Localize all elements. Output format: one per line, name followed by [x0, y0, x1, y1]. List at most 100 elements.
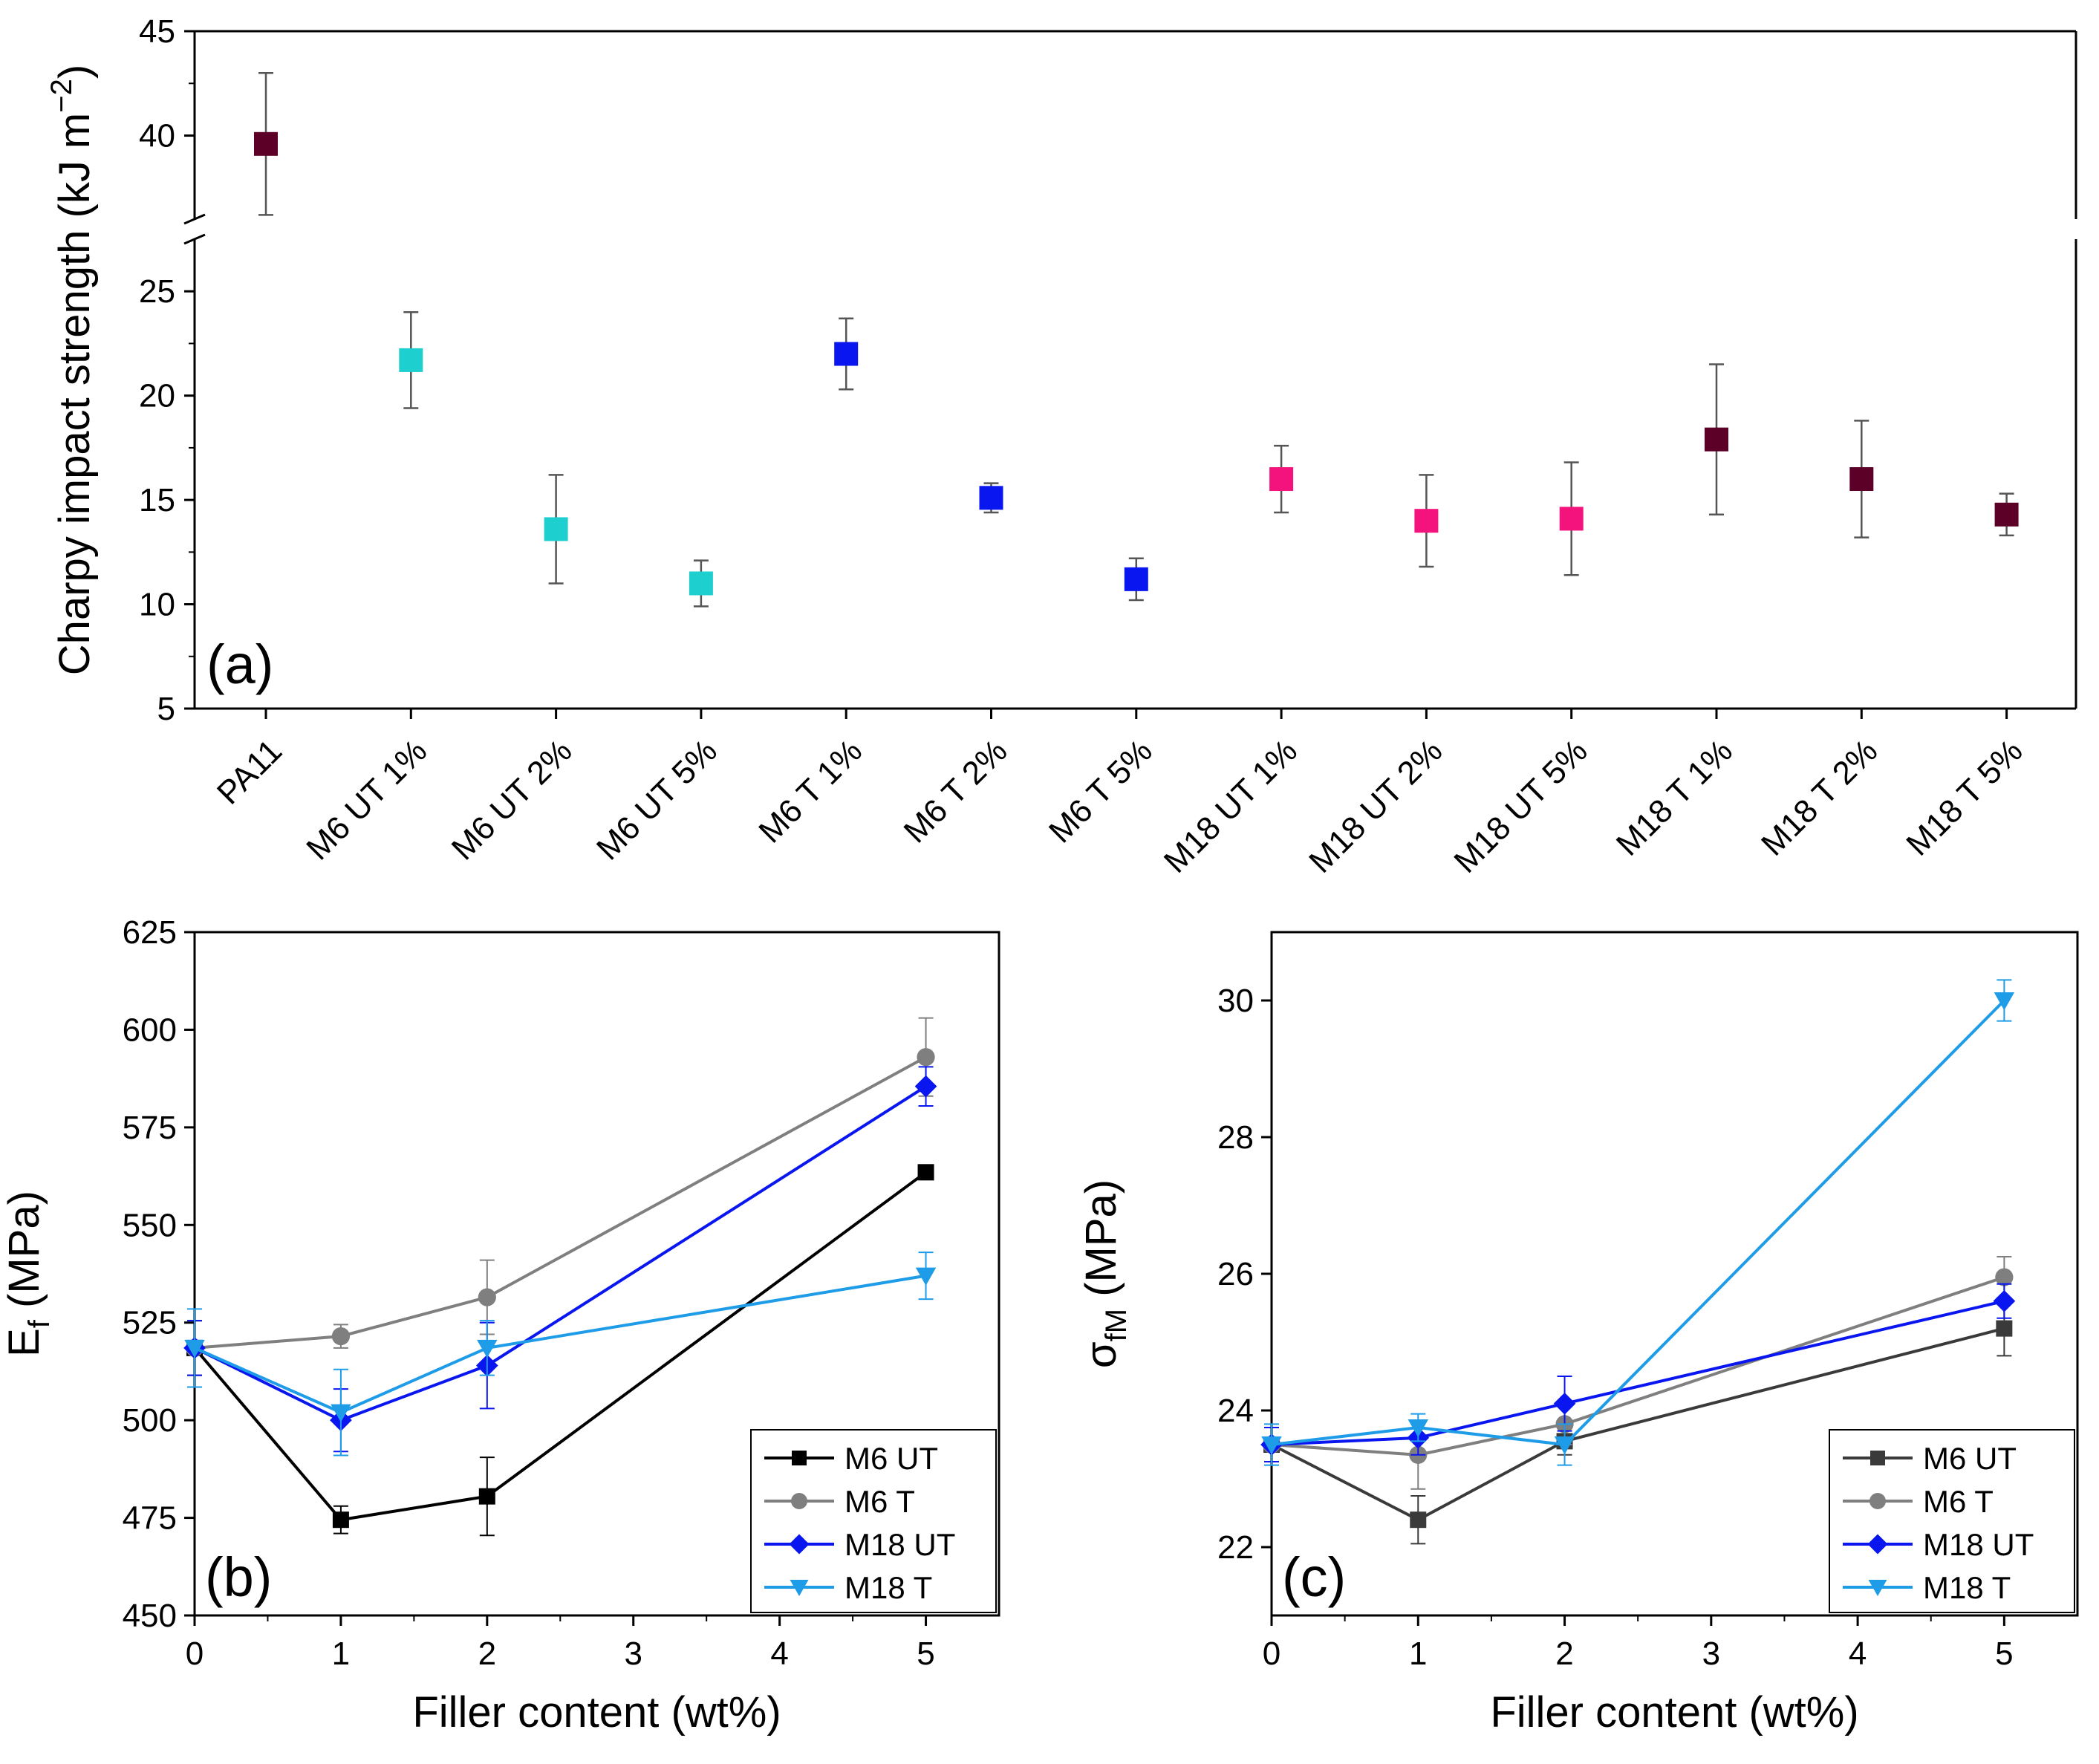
- legend-label: M6 T: [1923, 1484, 1994, 1519]
- panel-b: 0 1 2 3 4 5 450 475 500 525 550 575 600 625 Filler con…: [0, 914, 1000, 1737]
- series-m18-t: [184, 1252, 937, 1457]
- x-tick-label: M18 UT 2%: [1302, 732, 1449, 879]
- legend-marker: [1869, 1493, 1886, 1509]
- y-tick-label: 625: [123, 914, 177, 951]
- y-tick-label: 20: [139, 378, 175, 414]
- legend-entry: M6 T: [1843, 1484, 1994, 1519]
- legend-marker: [1868, 1580, 1887, 1596]
- series-line: [1271, 999, 2005, 1447]
- legend: M6 UT M6 T M18 UT M18 T: [750, 1429, 997, 1613]
- series-line: [193, 1171, 927, 1522]
- y-tick-label: 28: [1217, 1119, 1254, 1156]
- legend-entry: M18 UT: [1843, 1527, 2034, 1562]
- y-axis-title-end: (MPa): [0, 1191, 48, 1320]
- legend-marker: [791, 1493, 807, 1509]
- data-point: [1559, 507, 1584, 531]
- y-tick-label: 45: [139, 13, 175, 50]
- legend-label: M18 T: [1923, 1570, 2011, 1605]
- data-point: [478, 1288, 496, 1306]
- data-point: [689, 571, 713, 596]
- y-tick-label: 550: [123, 1207, 177, 1243]
- y-tick-label: 22: [1217, 1529, 1254, 1566]
- x-tick-label: M18 UT 1%: [1157, 732, 1304, 879]
- x-tick-label: 1: [1409, 1636, 1427, 1672]
- data-point: [1124, 567, 1148, 591]
- legend-label: M6 T: [845, 1484, 915, 1519]
- data-point: [1995, 1268, 2014, 1286]
- data-point: [544, 517, 568, 541]
- y-axis-title-subscript: fM: [1100, 1309, 1133, 1341]
- x-tick-label: 3: [624, 1636, 642, 1672]
- legend-marker: [1870, 1451, 1885, 1465]
- data-point: [917, 1048, 935, 1067]
- x-tick-label: 3: [1702, 1636, 1720, 1672]
- panel-label: (a): [206, 634, 273, 695]
- data-point: [1994, 992, 2015, 1011]
- y-tick-label: 5: [157, 691, 175, 727]
- y-axis-title: σfM (MPa): [1077, 1179, 1133, 1368]
- x-tick-label: 4: [1849, 1636, 1867, 1672]
- data-point: [1414, 509, 1439, 533]
- legend-label: M6 UT: [1923, 1441, 2017, 1476]
- y-axis-title: Ef (MPa): [0, 1191, 56, 1357]
- data-point: [915, 1267, 937, 1286]
- panel-c: 0 1 2 3 4 5 22 24 26 28 30 Filler content (wt%) σfM …: [1077, 931, 2079, 1737]
- legend-label: M18 UT: [845, 1527, 955, 1562]
- data-point: [1849, 467, 1874, 492]
- x-axis-title: Filler content (wt%): [1490, 1688, 1858, 1737]
- series-line: [1271, 1299, 2005, 1446]
- data-point: [834, 342, 859, 366]
- data-point: [1993, 1289, 2016, 1312]
- x-tick-label: 5: [1995, 1636, 2013, 1672]
- series-m6-t: [185, 1017, 935, 1376]
- series-m18-t: [1261, 979, 2015, 1466]
- data-point: [331, 1327, 351, 1346]
- data-point: [1554, 1436, 1575, 1455]
- legend-marker: [789, 1534, 810, 1555]
- panel-label: (b): [205, 1546, 272, 1608]
- legend-entry: M6 UT: [764, 1441, 938, 1476]
- x-tick-label: 4: [770, 1636, 788, 1672]
- data-point: [1994, 502, 2019, 527]
- legend-label: M18 UT: [1923, 1527, 2034, 1562]
- series-line: [194, 1274, 926, 1414]
- data-point: [331, 1404, 351, 1422]
- x-tick-label: 0: [1263, 1636, 1280, 1672]
- legend-marker: [1867, 1534, 1888, 1555]
- series-line: [1271, 1275, 2005, 1457]
- data-point: [332, 1511, 349, 1529]
- legend-entry: M6 T: [764, 1484, 915, 1519]
- series-line: [194, 1084, 927, 1422]
- legend-label: M18 T: [845, 1570, 932, 1605]
- data-point: [478, 1488, 495, 1505]
- y-tick-label: 475: [123, 1500, 177, 1537]
- x-tick-label: M6 UT 5%: [590, 732, 724, 867]
- data-point: [254, 131, 278, 156]
- x-tick-label: M18 T 1%: [1610, 732, 1740, 862]
- series-line: [1271, 1327, 2005, 1522]
- y-axis-title-main: σ: [1077, 1341, 1125, 1368]
- x-tick-label: 0: [186, 1636, 204, 1672]
- y-axis-title-end: (MPa): [1077, 1179, 1125, 1309]
- x-tick-label: M18 T 2%: [1754, 732, 1884, 862]
- data-point: [399, 348, 423, 372]
- axis-break-mark-upper: [183, 213, 206, 225]
- x-tick-label: PA11: [210, 732, 289, 811]
- axis-break-mark-lower: [183, 233, 206, 245]
- data-point: [1705, 427, 1728, 452]
- panel-label: (c): [1282, 1546, 1346, 1608]
- x-tick-label: 5: [917, 1636, 934, 1672]
- y-tick-label: 10: [139, 587, 175, 623]
- x-tick-label: 1: [332, 1636, 350, 1672]
- legend-label: M6 UT: [845, 1441, 938, 1476]
- data-point: [1269, 467, 1294, 492]
- x-tick-label: M6 UT 2%: [445, 732, 579, 867]
- y-tick-label: 15: [139, 482, 175, 518]
- x-tick-label: M6 T 5%: [1042, 732, 1159, 850]
- x-tick-label: M18 T 5%: [1899, 732, 2029, 862]
- legend-marker: [792, 1451, 807, 1465]
- data-point: [1410, 1511, 1427, 1529]
- data-point: [477, 1339, 498, 1358]
- y-tick-label: 600: [123, 1012, 177, 1048]
